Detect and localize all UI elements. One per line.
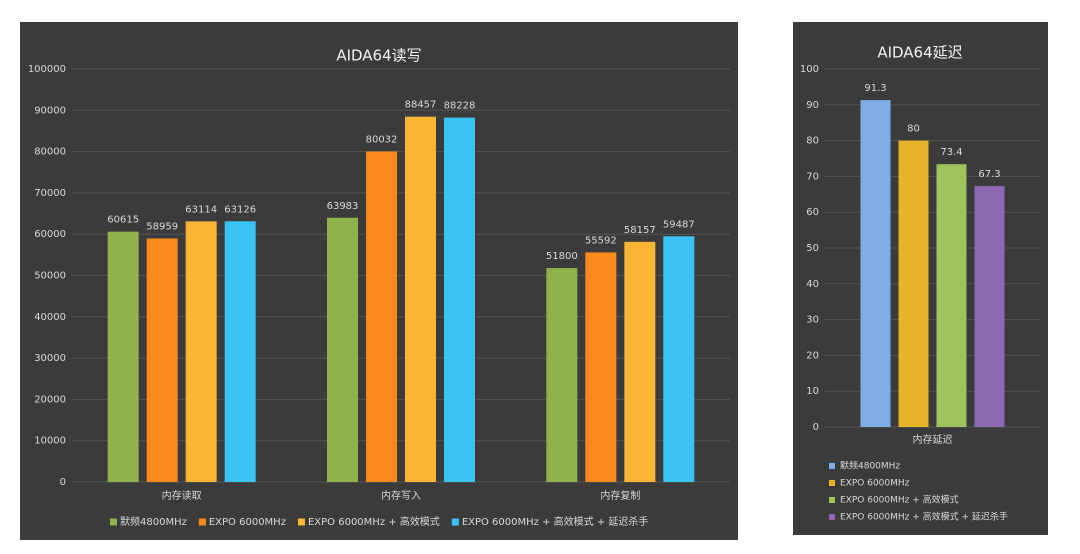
- y-tick-label: 70: [806, 171, 819, 182]
- y-tick-label: 60: [806, 207, 819, 218]
- data-label: 63126: [224, 204, 256, 215]
- y-tick-label: 50: [806, 243, 819, 254]
- bar: [444, 117, 475, 483]
- legend-label: EXPO 6000MHz: [209, 517, 286, 528]
- y-tick-label: 30: [806, 315, 819, 326]
- y-tick-label: 50000: [34, 271, 66, 282]
- legend-label: EXPO 6000MHz + 高效模式 + 延迟杀手: [840, 511, 1008, 523]
- y-tick-label: 40000: [34, 312, 66, 323]
- legend-swatch: [829, 514, 835, 520]
- bar: [860, 100, 891, 428]
- data-label: 80: [907, 124, 920, 135]
- bar: [366, 151, 397, 482]
- legend-label: EXPO 6000MHz + 高效模式: [308, 515, 440, 528]
- y-tick-label: 30000: [34, 353, 66, 364]
- y-tick-label: 90: [806, 100, 819, 111]
- legend-label: EXPO 6000MHz + 高效模式 + 延迟杀手: [462, 515, 649, 528]
- y-tick-label: 20: [806, 350, 819, 361]
- legend-swatch: [829, 497, 835, 503]
- bar: [185, 221, 217, 483]
- bar: [146, 238, 178, 482]
- chart-title: AIDA64延迟: [877, 44, 962, 62]
- bar: [936, 164, 967, 427]
- legend-label: 默频4800MHz: [120, 515, 187, 528]
- bar: [107, 231, 139, 482]
- bar: [585, 252, 617, 482]
- legend-swatch: [198, 518, 206, 526]
- data-label: 88457: [405, 100, 437, 111]
- y-tick-label: 100000: [28, 64, 66, 75]
- legend-label: 默频4800MHz: [840, 460, 900, 472]
- bar: [663, 236, 695, 482]
- data-label: 91.3: [864, 83, 886, 94]
- data-label: 63114: [185, 204, 217, 215]
- legend-swatch: [110, 518, 117, 526]
- legend-label: EXPO 6000MHz: [840, 479, 910, 489]
- bar: [405, 116, 436, 482]
- data-label: 60615: [107, 215, 139, 226]
- bar: [974, 186, 1005, 427]
- y-tick-label: 90000: [34, 105, 66, 116]
- data-label: 55592: [585, 235, 617, 246]
- x-tick-label: 内存延迟: [913, 433, 953, 446]
- y-tick-label: 40: [806, 279, 819, 290]
- y-tick-label: 10: [806, 386, 819, 397]
- data-label: 58959: [146, 221, 178, 232]
- legend-swatch: [829, 463, 835, 469]
- bar: [327, 217, 358, 482]
- data-label: 51800: [546, 251, 578, 262]
- data-label: 63983: [327, 201, 359, 212]
- data-label: 58157: [624, 225, 656, 236]
- x-tick-label: 内存读取: [162, 489, 202, 502]
- data-label: 88228: [444, 101, 476, 112]
- chart-title: AIDA64读写: [336, 47, 421, 65]
- bar: [898, 140, 929, 427]
- data-label: 80032: [366, 134, 398, 145]
- bar: [624, 241, 656, 482]
- y-tick-label: 10000: [34, 436, 66, 447]
- y-tick-label: 0: [813, 422, 819, 433]
- y-tick-label: 0: [60, 477, 66, 488]
- data-label: 59487: [663, 219, 695, 230]
- data-label: 73.4: [940, 147, 962, 158]
- legend-swatch: [829, 480, 835, 486]
- y-tick-label: 20000: [34, 394, 66, 405]
- x-tick-label: 内存写入: [381, 489, 421, 502]
- legend-swatch: [451, 518, 459, 526]
- y-tick-label: 80: [806, 136, 819, 147]
- y-tick-label: 100: [800, 64, 819, 75]
- legend-label: EXPO 6000MHz + 高效模式: [840, 494, 959, 506]
- data-label: 67.3: [978, 169, 1000, 180]
- bar: [546, 268, 578, 482]
- legend-swatch: [297, 518, 305, 526]
- bar: [224, 221, 256, 483]
- y-tick-label: 70000: [34, 188, 66, 199]
- y-tick-label: 60000: [34, 229, 66, 240]
- y-tick-label: 80000: [34, 147, 66, 158]
- x-tick-label: 内存复制: [600, 489, 640, 502]
